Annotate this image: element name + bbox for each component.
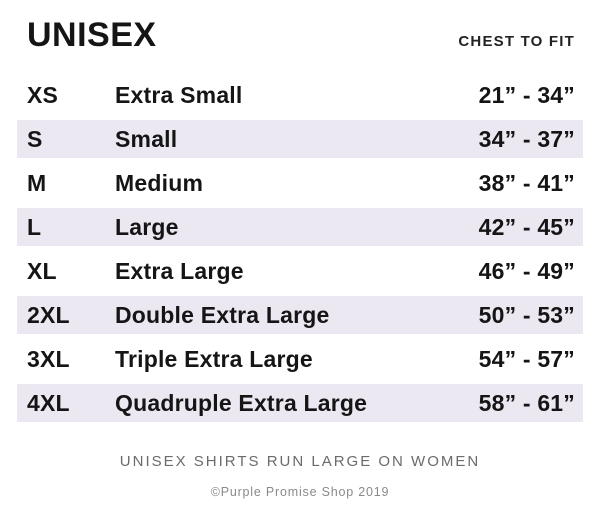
table-row: S Small 34” - 37” xyxy=(17,120,583,158)
table-row: M Medium 38” - 41” xyxy=(17,164,583,202)
size-code: 3XL xyxy=(27,345,70,372)
size-name: Medium xyxy=(115,169,204,196)
size-name: Extra Small xyxy=(115,81,243,108)
size-name: Large xyxy=(115,213,179,240)
chest-range: 50” - 53” xyxy=(478,301,575,328)
chest-range: 34” - 37” xyxy=(478,125,575,152)
chest-range: 54” - 57” xyxy=(478,345,575,372)
footnote: UNISEX SHIRTS RUN LARGE ON WOMEN xyxy=(119,453,481,470)
size-name: Small xyxy=(115,125,178,152)
chest-range: 42” - 45” xyxy=(478,213,575,240)
size-code: 4XL xyxy=(27,389,70,416)
size-code: M xyxy=(27,169,47,196)
chest-range: 46” - 49” xyxy=(478,257,575,284)
table-row: XL Extra Large 46” - 49” xyxy=(17,252,583,290)
table-row: XS Extra Small 21” - 34” xyxy=(17,76,583,114)
table-row: L Large 42” - 45” xyxy=(17,208,583,246)
chest-to-fit-column-header: CHEST TO FIT xyxy=(458,33,575,50)
page-title: UNISEX xyxy=(27,16,157,54)
chart-header: UNISEX CHEST TO FIT xyxy=(0,0,600,58)
size-code: XL xyxy=(27,257,57,284)
chest-range: 21” - 34” xyxy=(478,81,575,108)
size-code: XS xyxy=(27,81,59,108)
table-row: 2XL Double Extra Large 50” - 53” xyxy=(17,296,583,334)
size-name: Triple Extra Large xyxy=(115,345,313,372)
chest-range: 58” - 61” xyxy=(478,389,575,416)
size-code: S xyxy=(27,125,43,152)
table-row: 3XL Triple Extra Large 54” - 57” xyxy=(17,340,583,378)
size-code: 2XL xyxy=(27,301,70,328)
size-code: L xyxy=(27,213,42,240)
chest-range: 38” - 41” xyxy=(478,169,575,196)
table-row: 4XL Quadruple Extra Large 58” - 61” xyxy=(17,384,583,422)
size-table: XS Extra Small 21” - 34” S Small 34” - 3… xyxy=(17,76,583,422)
size-name: Double Extra Large xyxy=(115,301,330,328)
copyright: ©Purple Promise Shop 2019 xyxy=(210,485,390,499)
size-name: Extra Large xyxy=(115,257,244,284)
size-name: Quadruple Extra Large xyxy=(115,389,368,416)
